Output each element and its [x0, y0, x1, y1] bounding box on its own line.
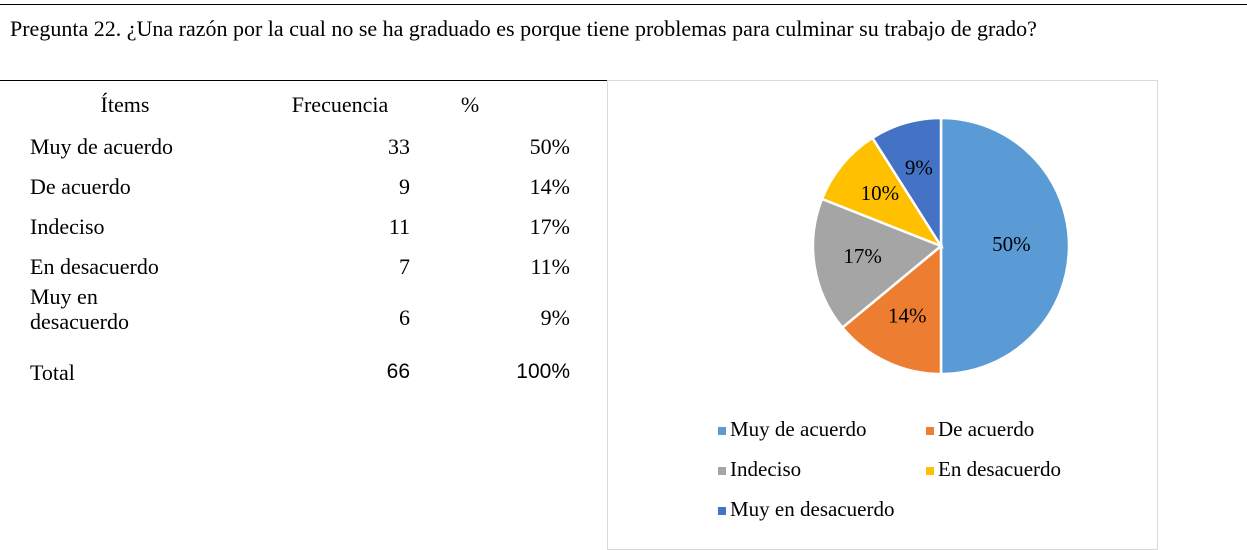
table-cell: 11 — [388, 214, 410, 239]
table-cell: 100% — [516, 360, 570, 383]
table-cell: % — [460, 92, 480, 117]
pie-slice — [870, 116, 943, 251]
data-label: 10% — [861, 181, 900, 205]
table-cell: 50% — [529, 134, 570, 159]
table-cell: 9 — [399, 174, 410, 199]
table-cell: 7 — [399, 254, 410, 279]
table-cell: 14% — [529, 174, 570, 199]
table-cell: 33 — [388, 134, 410, 159]
table-cell: Indeciso — [30, 214, 105, 239]
legend-label: Muy en desacuerdo — [730, 497, 894, 521]
table-cell: Muy en desacuerdo — [30, 284, 129, 334]
rule — [0, 4, 1247, 5]
pie-slice — [939, 116, 1071, 376]
table-cell: Total — [30, 360, 75, 385]
rule — [0, 80, 607, 81]
data-label: 9% — [905, 156, 933, 180]
legend-label: Indeciso — [730, 457, 801, 481]
legend-swatch — [926, 467, 934, 475]
title: Pregunta 22. ¿Una razón por la cual no s… — [10, 16, 1037, 41]
chart: 50% 14% 17% 10%9% Muy de acuerdo De acuerdo In… — [718, 116, 1071, 521]
table-cell: De acuerdo — [30, 174, 131, 199]
table-cell: Ítems — [100, 92, 150, 117]
table-cell: Frecuencia — [291, 92, 389, 117]
table-cell: 17% — [529, 214, 570, 239]
legend-swatch — [718, 467, 726, 475]
legend-swatch — [926, 427, 934, 435]
table-cell: 6 — [399, 305, 410, 330]
data-label: 14% — [888, 304, 927, 328]
table-cell: 11% — [530, 254, 570, 279]
legend-swatch — [718, 427, 726, 435]
pie-slice — [840, 243, 943, 376]
table-cell: 66 — [386, 360, 410, 383]
data-label: 17% — [843, 244, 882, 268]
table-cell: Muy de acuerdo — [30, 134, 173, 159]
legend-label: De acuerdo — [938, 417, 1034, 441]
data-label: 50% — [992, 232, 1031, 256]
legend-swatch — [718, 507, 726, 515]
pie-slice — [820, 136, 945, 249]
legend-label: En desacuerdo — [938, 457, 1061, 481]
table-cell: En desacuerdo — [30, 254, 159, 279]
pie-slice — [811, 197, 944, 330]
chart-box: 50% 14% 17% 10% 9% Muy de acuerdo De acuerdo In… — [607, 80, 1158, 550]
legend-label: Muy de acuerdo — [730, 417, 866, 441]
table-cell: 9% — [540, 305, 570, 330]
